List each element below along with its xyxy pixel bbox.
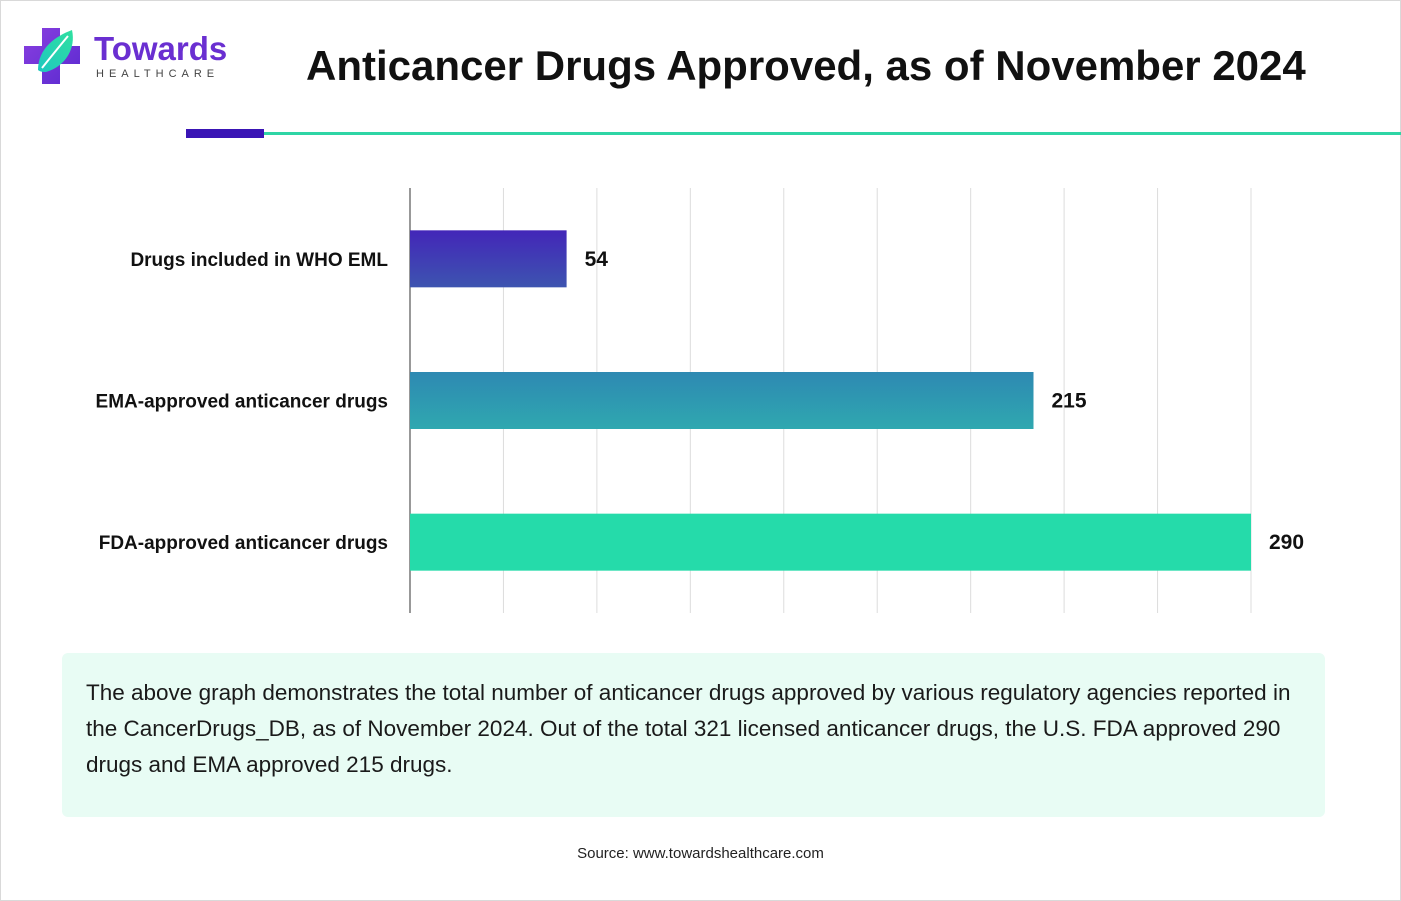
brand-logo: Towards HEALTHCARE bbox=[24, 26, 234, 86]
bar-1 bbox=[410, 372, 1034, 429]
cross-leaf-logo-icon bbox=[24, 28, 80, 84]
value-label: 54 bbox=[585, 248, 609, 271]
title-accent-bar bbox=[186, 129, 264, 138]
category-label: Drugs included in WHO EML bbox=[130, 250, 388, 271]
labels: Drugs included in WHO EML 54 EMA-approved … bbox=[96, 248, 1305, 554]
source-credit: Source: www.towardshealthcare.com bbox=[577, 845, 824, 862]
bars bbox=[410, 230, 1251, 571]
page-title: Anticancer Drugs Approved, as of Novembe… bbox=[306, 42, 1306, 89]
value-label: 290 bbox=[1269, 531, 1304, 554]
description-text: The above graph demonstrates the total n… bbox=[86, 680, 1291, 777]
brand-name: Towards bbox=[94, 30, 228, 67]
bar-2 bbox=[410, 513, 1251, 571]
category-label: EMA-approved anticancer drugs bbox=[96, 392, 388, 413]
value-label: 215 bbox=[1052, 390, 1087, 413]
bar-chart: Drugs included in WHO EML 54 EMA-approved … bbox=[96, 188, 1305, 613]
description-panel: The above graph demonstrates the total n… bbox=[62, 653, 1325, 817]
title-rule bbox=[264, 132, 1401, 135]
bar-0 bbox=[410, 230, 567, 288]
brand-subtitle: HEALTHCARE bbox=[96, 68, 220, 80]
category-label: FDA-approved anticancer drugs bbox=[99, 533, 388, 554]
